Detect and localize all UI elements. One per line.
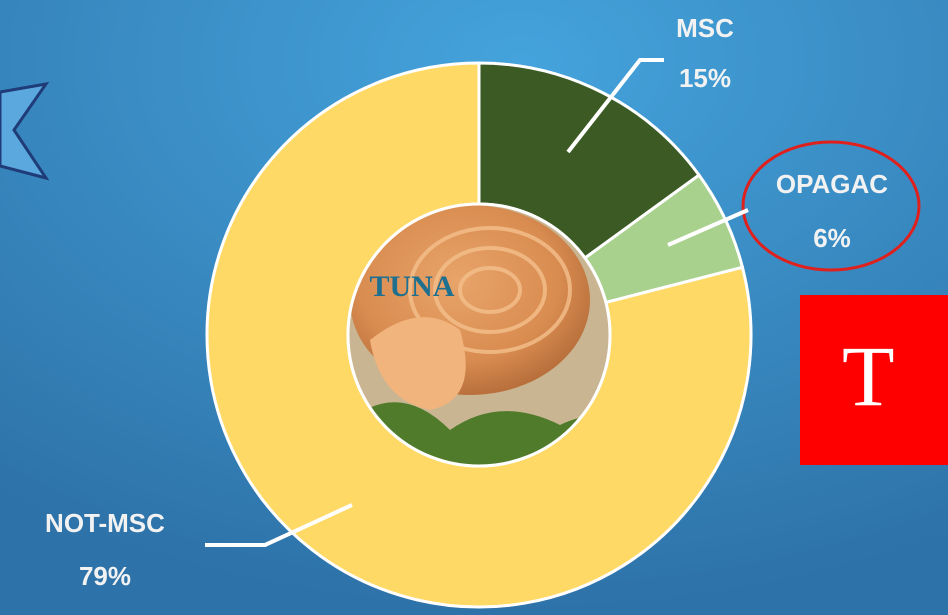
center-label: TUNA — [369, 270, 454, 303]
slice-label: OPAGAC — [776, 169, 888, 199]
value-label: 6% — [813, 223, 851, 253]
value-label: 15% — [679, 63, 731, 93]
value-label: 79% — [79, 561, 131, 591]
slice-label: NOT-MSC — [45, 508, 165, 538]
slide: TUNA T MSC 15% OPAGAC 6% NOT-MSC 79% — [0, 0, 948, 615]
banner-text: T — [842, 328, 895, 424]
slice-label: MSC — [676, 13, 734, 43]
